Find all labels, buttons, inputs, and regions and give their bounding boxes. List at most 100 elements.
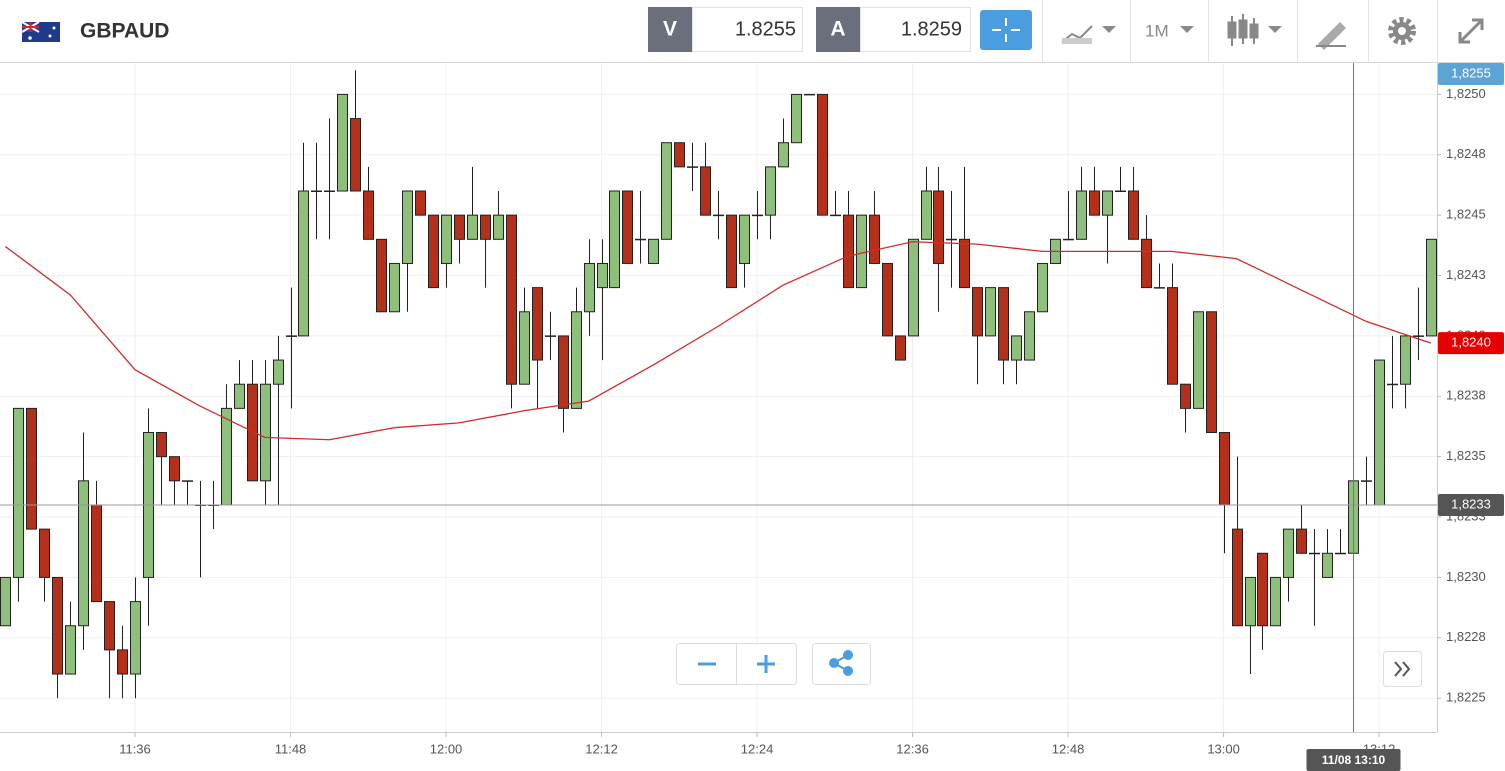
candle-body <box>52 576 63 675</box>
candle-body <box>895 335 906 361</box>
candle-body <box>1361 480 1372 482</box>
x-tick-label: 13:00 <box>1207 741 1240 756</box>
candle-body <box>674 142 685 168</box>
candle-body <box>804 93 815 96</box>
plot <box>0 63 1437 732</box>
candle-body <box>26 407 37 530</box>
candle-body <box>467 214 478 240</box>
candle-body <box>298 190 309 337</box>
candle-body <box>739 214 750 264</box>
scroll-right[interactable] <box>1383 651 1422 687</box>
candle-body <box>661 142 672 240</box>
candle-body <box>882 262 893 337</box>
candle-body <box>376 238 387 313</box>
candle-body <box>1400 335 1411 385</box>
candle-body <box>843 214 854 289</box>
share-icon <box>829 650 853 676</box>
y-tick-label: 1,8248 <box>1446 146 1486 161</box>
axis: 1,8225 1,8228 1,8230 1,8233 1,8235 1,8238 1,82… <box>119 63 1504 771</box>
candle-body <box>1011 335 1022 361</box>
candle-body <box>273 359 284 385</box>
crosshair-tag <box>1306 749 1401 771</box>
candle-body <box>104 601 115 651</box>
candle-body <box>972 287 983 337</box>
price-tag-label: 1,8233 <box>1451 496 1491 511</box>
candle-body <box>1309 552 1320 555</box>
zoom-in[interactable] <box>757 655 775 673</box>
candle-body <box>480 214 491 240</box>
candle-body <box>117 649 128 675</box>
candle-body <box>791 93 802 144</box>
candle-body <box>350 118 361 192</box>
bid-box[interactable] <box>692 7 803 52</box>
flag <box>21 21 60 42</box>
candle-body <box>1180 383 1191 409</box>
interval-arrow[interactable] <box>1180 26 1194 33</box>
indicator-menu[interactable] <box>1061 25 1116 44</box>
candle-body <box>91 504 102 603</box>
symbol: GBPAUD <box>80 20 169 43</box>
interval[interactable]: 1M <box>1145 21 1169 40</box>
candle-body <box>998 287 1009 361</box>
candle-body <box>441 214 452 264</box>
candle-body <box>869 214 880 264</box>
y-tick-label: 1,8245 <box>1446 207 1486 222</box>
price-tag <box>1438 63 1504 85</box>
candle-body <box>1413 335 1424 337</box>
candle-body <box>1270 576 1281 627</box>
candle-body <box>933 190 944 264</box>
candle-body <box>389 262 400 313</box>
candle-body <box>726 214 737 289</box>
ask-box[interactable] <box>860 7 971 52</box>
candle-body <box>908 238 919 337</box>
price-tag-label: 1,8255 <box>1451 65 1491 80</box>
candle-body <box>221 407 232 506</box>
candle-body <box>493 214 504 240</box>
candle-body <box>506 214 517 385</box>
candle-body <box>182 480 193 482</box>
bid-button[interactable] <box>648 7 692 52</box>
candle-body <box>1102 190 1113 216</box>
ask-label: A <box>830 18 845 41</box>
candle-body <box>337 93 348 192</box>
candle-body <box>1322 552 1333 578</box>
grid <box>0 63 1437 732</box>
candle-body <box>1219 432 1230 506</box>
fullscreen[interactable] <box>1458 18 1484 44</box>
candle-body <box>1167 287 1178 385</box>
candle-body <box>1037 262 1048 313</box>
candle-body <box>260 383 271 482</box>
settings[interactable] <box>1388 17 1416 45</box>
candle-body <box>0 576 11 627</box>
bid-label: V <box>663 18 677 41</box>
crosshair-icon <box>992 18 1020 42</box>
candle-body <box>234 383 245 409</box>
x-tick-label: 12:48 <box>1052 741 1085 756</box>
drawing-tool[interactable] <box>1316 22 1346 50</box>
x-tick-label: 12:24 <box>741 741 774 756</box>
candle-body <box>648 238 659 264</box>
y-tick-label: 1,8225 <box>1446 690 1486 705</box>
candle-body <box>1115 190 1126 193</box>
candle-body <box>286 335 297 337</box>
y-tick-label: 1,8238 <box>1446 388 1486 403</box>
candle-body <box>169 456 180 482</box>
chart-type-menu[interactable] <box>1227 14 1282 46</box>
crosshair-button[interactable] <box>980 10 1032 50</box>
candle-body <box>571 311 582 409</box>
candle-body <box>247 383 258 482</box>
share-button[interactable] <box>812 643 871 685</box>
zoom-controls <box>676 643 871 685</box>
candle-body <box>13 407 24 578</box>
candle-body <box>311 190 322 193</box>
candle-body <box>454 214 465 240</box>
candle-body <box>635 238 646 241</box>
candle-body <box>519 311 530 385</box>
candle-body <box>752 214 763 217</box>
ask-button[interactable] <box>816 7 860 52</box>
candle-body <box>1335 552 1346 555</box>
candle-body <box>130 601 141 675</box>
candle-body <box>1063 238 1074 241</box>
